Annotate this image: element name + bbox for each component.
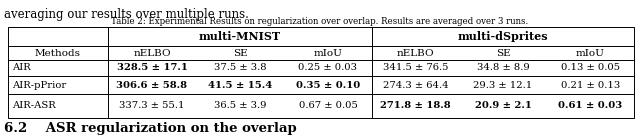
Text: 37.5 ± 3.8: 37.5 ± 3.8 [214, 64, 266, 73]
Text: SE: SE [233, 49, 247, 58]
Bar [8, 27, 634, 118]
Text: 306.6 ± 58.8: 306.6 ± 58.8 [116, 80, 188, 90]
Text: 0.13 ± 0.05: 0.13 ± 0.05 [561, 64, 620, 73]
Text: 0.35 ± 0.10: 0.35 ± 0.10 [296, 80, 360, 90]
Text: 36.5 ± 3.9: 36.5 ± 3.9 [214, 101, 266, 111]
Text: 0.67 ± 0.05: 0.67 ± 0.05 [299, 101, 357, 111]
Text: SE: SE [496, 49, 510, 58]
Text: mIoU: mIoU [576, 49, 605, 58]
Text: multi-dSprites: multi-dSprites [458, 31, 548, 42]
Text: 337.3 ± 55.1: 337.3 ± 55.1 [119, 101, 185, 111]
Text: nELBO: nELBO [397, 49, 435, 58]
Text: 20.9 ± 2.1: 20.9 ± 2.1 [475, 101, 531, 111]
Text: 328.5 ± 17.1: 328.5 ± 17.1 [116, 64, 188, 73]
Text: AIR: AIR [12, 64, 31, 73]
Text: 271.8 ± 18.8: 271.8 ± 18.8 [380, 101, 451, 111]
Text: AIR-pPrior: AIR-pPrior [12, 80, 67, 90]
Text: 0.25 ± 0.03: 0.25 ± 0.03 [298, 64, 358, 73]
Text: 341.5 ± 76.5: 341.5 ± 76.5 [383, 64, 449, 73]
Text: 0.21 ± 0.13: 0.21 ± 0.13 [561, 80, 620, 90]
Text: nELBO: nELBO [133, 49, 171, 58]
Text: averaging our results over multiple runs.: averaging our results over multiple runs… [4, 8, 249, 21]
Text: 29.3 ± 12.1: 29.3 ± 12.1 [474, 80, 532, 90]
Text: 274.3 ± 64.4: 274.3 ± 64.4 [383, 80, 449, 90]
Text: 0.61 ± 0.03: 0.61 ± 0.03 [558, 101, 623, 111]
Text: AIR-ASR: AIR-ASR [12, 101, 56, 111]
Text: mIoU: mIoU [314, 49, 342, 58]
Text: 34.8 ± 8.9: 34.8 ± 8.9 [477, 64, 529, 73]
Text: 6.2    ASR regularization on the overlap: 6.2 ASR regularization on the overlap [4, 122, 297, 135]
Text: Table 2: Experimental Results on regularization over overlap. Results are averag: Table 2: Experimental Results on regular… [111, 17, 529, 26]
Text: multi-MNIST: multi-MNIST [199, 31, 281, 42]
Text: 41.5 ± 15.4: 41.5 ± 15.4 [208, 80, 272, 90]
Text: Methods: Methods [35, 49, 81, 58]
